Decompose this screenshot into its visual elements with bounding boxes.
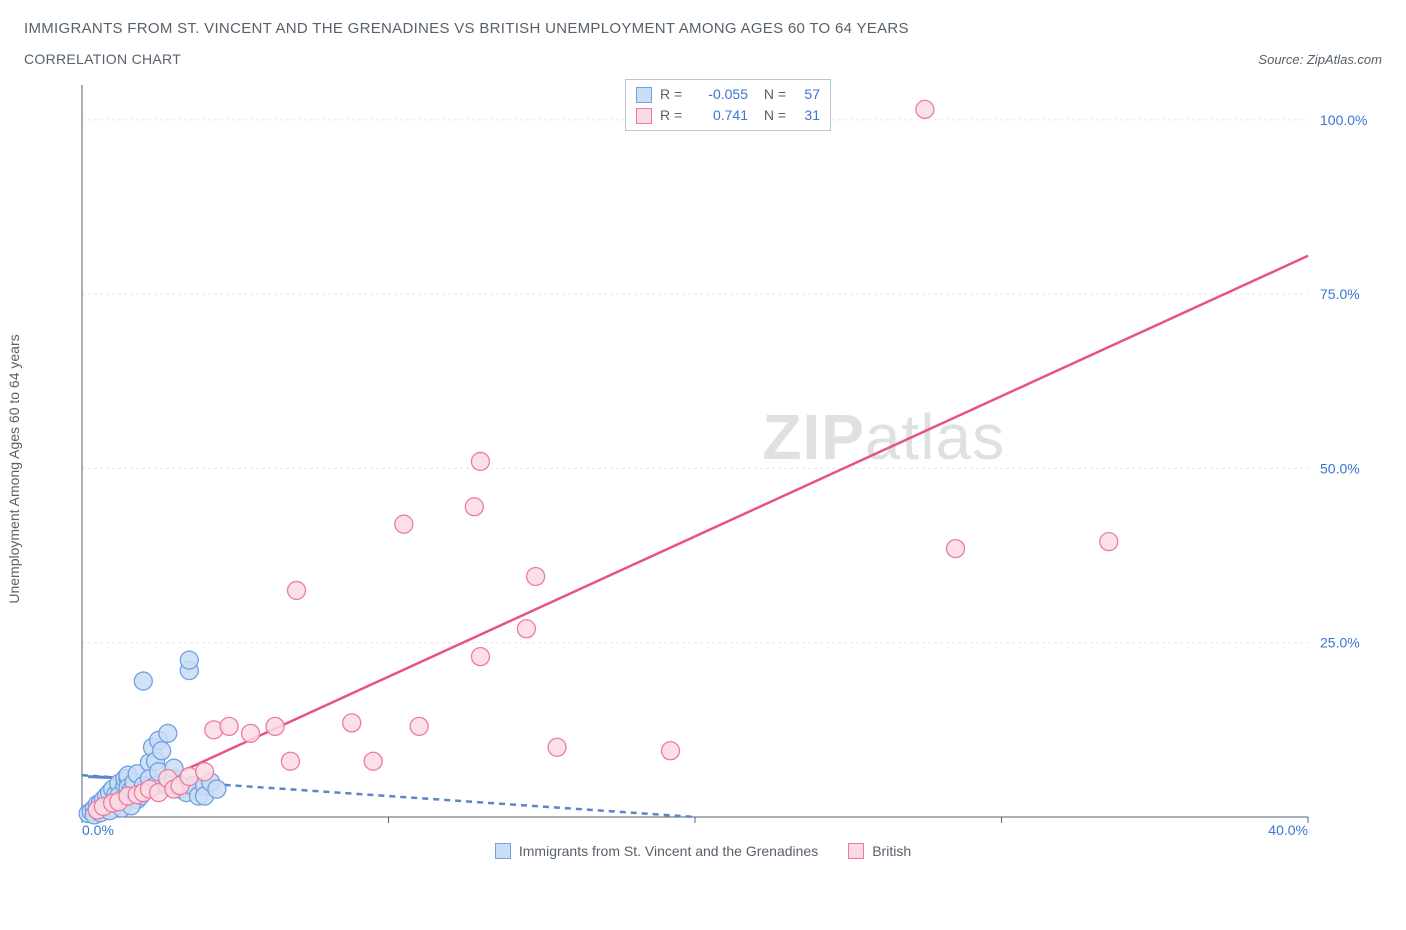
svg-text:0.0%: 0.0%	[82, 822, 114, 838]
series-legend-item: British	[848, 843, 911, 859]
legend-swatch	[636, 108, 652, 124]
svg-text:50.0%: 50.0%	[1320, 460, 1360, 476]
legend-swatch	[636, 87, 652, 103]
series-legend-label: British	[872, 843, 911, 859]
legend-n-label: N =	[756, 105, 786, 126]
svg-text:75.0%: 75.0%	[1320, 286, 1360, 302]
series-legend-item: Immigrants from St. Vincent and the Gren…	[495, 843, 818, 859]
series-legend-label: Immigrants from St. Vincent and the Gren…	[519, 843, 818, 859]
legend-n-value: 57	[794, 84, 820, 105]
source-value: ZipAtlas.com	[1307, 52, 1382, 67]
correlation-legend: R = -0.055 N = 57 R = 0.741 N = 31	[625, 79, 831, 131]
legend-row: R = 0.741 N = 31	[636, 105, 820, 126]
y-axis-label: Unemployment Among Ages 60 to 64 years	[6, 334, 22, 603]
svg-text:25.0%: 25.0%	[1320, 635, 1360, 651]
source-label: Source:	[1258, 52, 1303, 67]
scatter-plot: 25.0%50.0%75.0%100.0%0.0%40.0%ZIPatlas	[74, 79, 1380, 839]
legend-n-label: N =	[756, 84, 786, 105]
legend-r-label: R =	[660, 84, 686, 105]
page-title: IMMIGRANTS FROM ST. VINCENT AND THE GREN…	[24, 20, 1382, 37]
legend-n-value: 31	[794, 105, 820, 126]
legend-swatch	[848, 843, 864, 859]
svg-text:100.0%: 100.0%	[1320, 112, 1367, 128]
legend-swatch	[495, 843, 511, 859]
svg-text:40.0%: 40.0%	[1268, 822, 1308, 838]
series-legend: Immigrants from St. Vincent and the Gren…	[24, 843, 1382, 859]
legend-row: R = -0.055 N = 57	[636, 84, 820, 105]
source-attribution: Source: ZipAtlas.com	[1258, 52, 1382, 67]
page-subtitle: CORRELATION CHART	[24, 51, 181, 67]
legend-r-value: -0.055	[694, 84, 748, 105]
legend-r-value: 0.741	[694, 105, 748, 126]
legend-r-label: R =	[660, 105, 686, 126]
correlation-chart: Unemployment Among Ages 60 to 64 years 2…	[24, 79, 1382, 859]
